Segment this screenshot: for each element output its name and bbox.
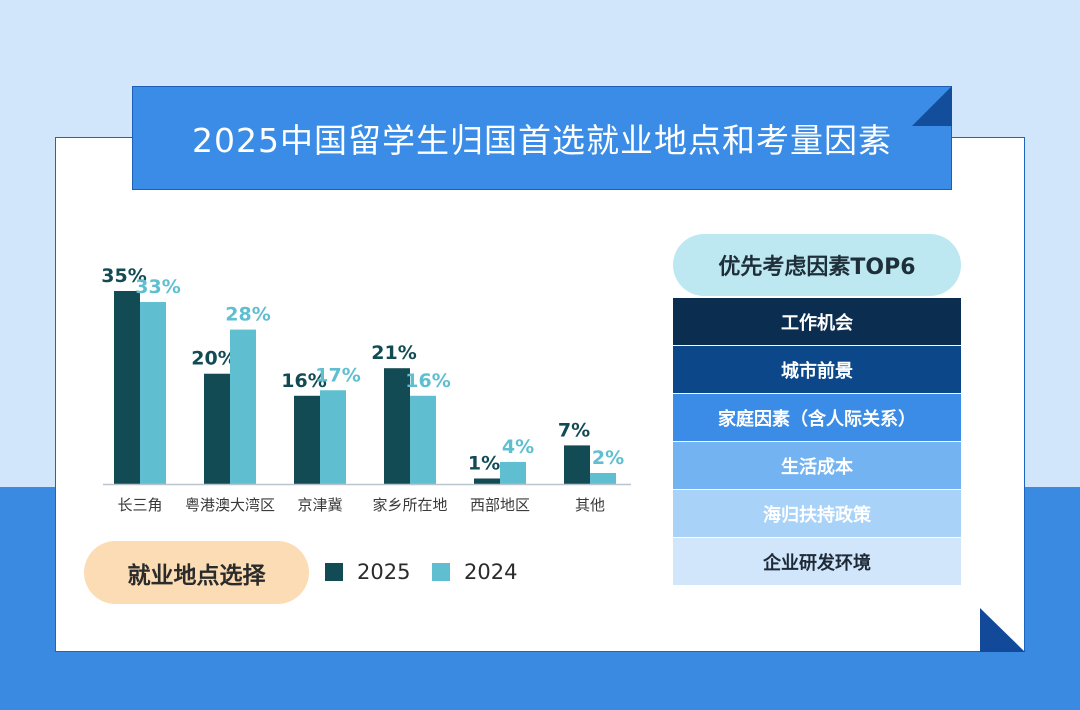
factor-item-2: 城市前景 (673, 346, 961, 394)
data-label-2024-3: 17% (315, 364, 360, 386)
data-label-2025-1: 35% (101, 265, 146, 287)
bar-2024-6 (590, 472, 616, 484)
bar-2025-4 (384, 368, 410, 484)
data-label-2024-4: 16% (405, 370, 450, 392)
bar-2025-3 (294, 395, 320, 484)
data-label-2025-5: 1% (468, 452, 500, 474)
bars-group: 35%33%长三角20%28%粤港澳大湾区16%17%京津冀21%16%家乡所在… (101, 265, 624, 514)
bar-2024-3 (320, 390, 346, 484)
factor-item-6: 企业研发环境 (673, 538, 961, 586)
data-label-2025-6: 7% (558, 419, 590, 441)
category-label-1: 长三角 (117, 496, 162, 514)
category-label-6: 其他 (575, 496, 605, 514)
legend-item-2025: 2025 (325, 558, 410, 586)
location-choice-label: 就业地点选择 (84, 541, 309, 604)
legend-label-2024: 2024 (464, 560, 518, 584)
card-fold-corner (980, 608, 1025, 652)
bar-2024-5 (500, 461, 526, 484)
data-label-2025-4: 21% (371, 342, 416, 364)
data-label-2024-5: 4% (502, 436, 534, 458)
bar-2025-1 (114, 291, 140, 484)
factor-item-3: 家庭因素（含人际关系） (673, 394, 961, 442)
category-label-3: 京津冀 (297, 496, 342, 514)
bar-2024-4 (410, 395, 436, 484)
factor-item-5: 海归扶持政策 (673, 490, 961, 538)
data-label-2024-6: 2% (592, 447, 624, 469)
data-label-2024-1: 33% (135, 276, 180, 298)
data-label-2025-3: 16% (281, 370, 326, 392)
factor-item-1: 工作机会 (673, 298, 961, 346)
bar-2024-2 (230, 329, 256, 484)
bar-2024-1 (140, 302, 166, 484)
title-banner (132, 86, 952, 190)
page-title: 2025中国留学生归国首选就业地点和考量因素 (192, 121, 892, 160)
top-factors-label: 优先考虑因素TOP6 (673, 234, 961, 296)
bar-2025-6 (564, 445, 590, 484)
legend-swatch-2024 (432, 563, 450, 581)
factors-list: 工作机会 城市前景 家庭因素（含人际关系） 生活成本 海归扶持政策 企业研发环境 (673, 298, 961, 586)
category-label-5: 西部地区 (470, 496, 530, 514)
data-label-2025-2: 20% (191, 348, 236, 370)
factor-item-4: 生活成本 (673, 442, 961, 490)
category-label-4: 家乡所在地 (372, 496, 447, 514)
legend-label-2025: 2025 (357, 560, 411, 584)
category-label-2: 粤港澳大湾区 (185, 496, 275, 514)
data-label-2024-2: 28% (225, 304, 270, 326)
bar-2025-5 (474, 478, 500, 484)
legend-item-2024: 2024 (432, 558, 517, 586)
banner-fold-corner (912, 86, 952, 126)
bar-2025-2 (204, 373, 230, 484)
legend-swatch-2025 (325, 563, 343, 581)
